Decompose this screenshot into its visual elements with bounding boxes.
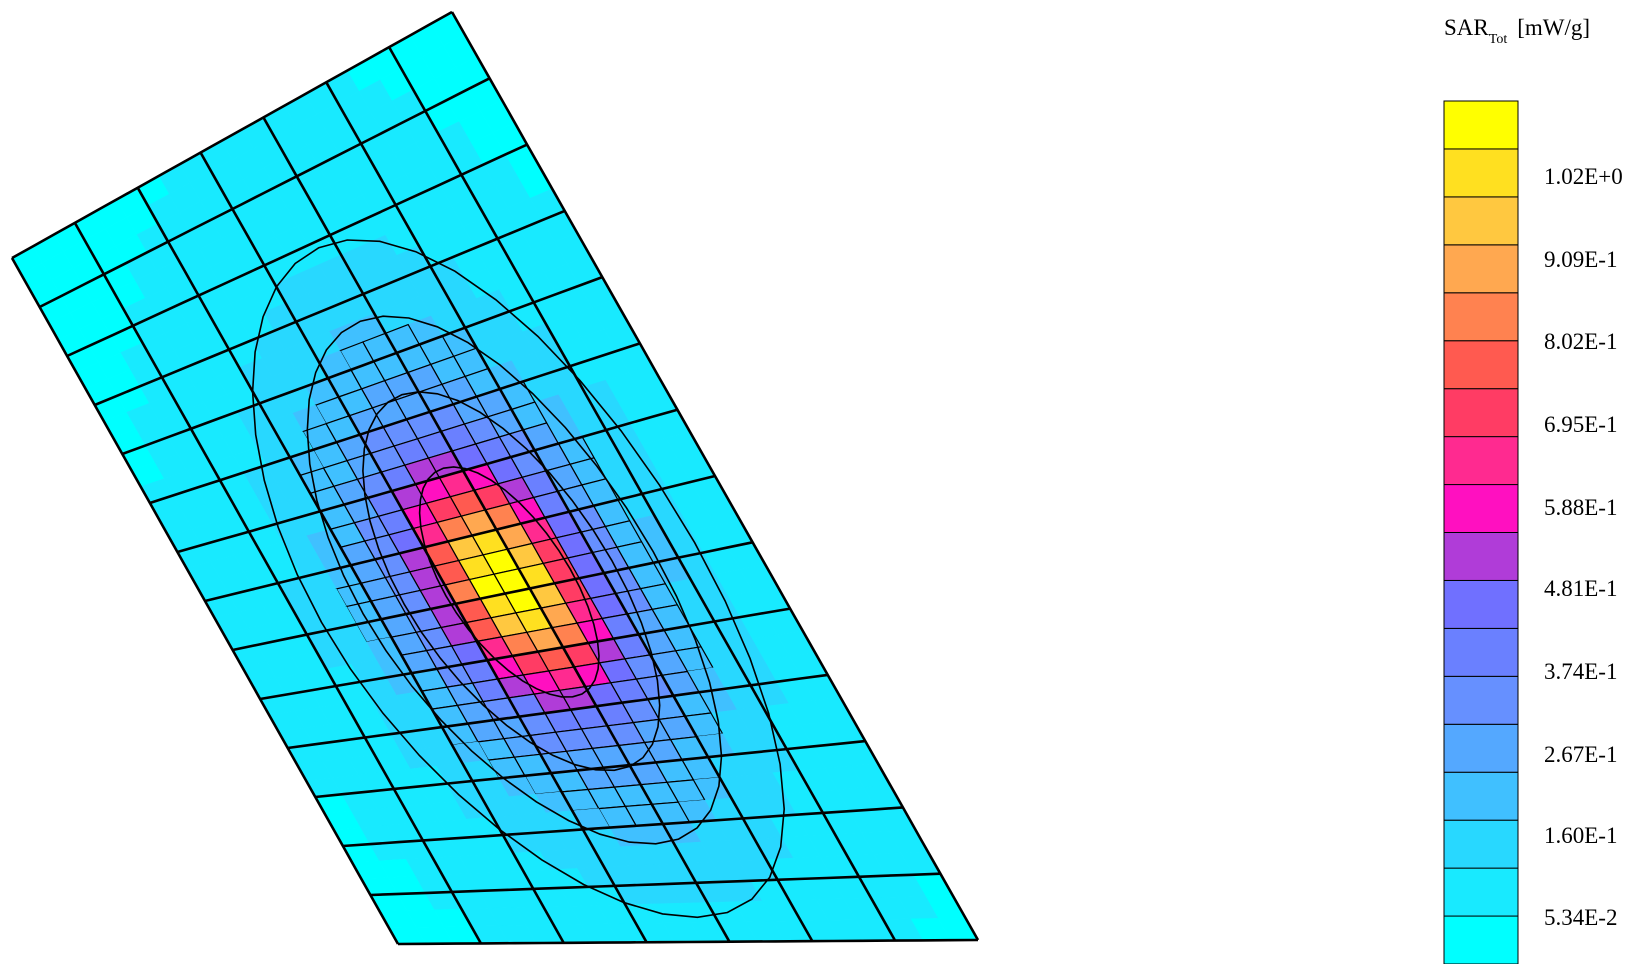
- colorbar: SARTot [mW/g] 1.02E+0 9.09E-1 8.02E-1 6.95E-…: [1443, 15, 1623, 964]
- colorbar-swatch: [1443, 532, 1519, 581]
- colorbar-swatch: [1443, 292, 1519, 342]
- mesh-grid-line: [370, 872, 941, 897]
- colorbar-swatches: [1443, 100, 1519, 964]
- colorbar-label: 8.02E-1: [1544, 329, 1617, 354]
- contour-line: [251, 239, 786, 919]
- colorbar-label: 6.95E-1: [1544, 412, 1617, 437]
- colorbar-swatch: [1443, 244, 1519, 294]
- mesh-grid-line: [149, 342, 641, 505]
- mesh-grid-line: [342, 806, 903, 848]
- colorbar-swatch: [1443, 436, 1519, 486]
- colorbar-label: 2.67E-1: [1544, 742, 1617, 767]
- mesh-grid-line: [136, 187, 565, 944]
- mesh-grid-line: [73, 222, 483, 945]
- contour-line: [306, 315, 723, 845]
- colorbar-swatch: [1443, 100, 1519, 150]
- colorbar-swatch: [1443, 819, 1519, 869]
- colorbar-labels: 1.02E+0 9.09E-1 8.02E-1 6.95E-1 5.88E-1 4.81E…: [1544, 164, 1623, 930]
- colorbar-label: 9.09E-1: [1544, 247, 1617, 272]
- mesh-grid-line: [199, 151, 648, 943]
- colorbar-swatch: [1443, 675, 1519, 725]
- colorbar-swatch: [1443, 915, 1519, 964]
- colorbar-label: 3.74E-1: [1544, 659, 1617, 684]
- contour-line: [418, 466, 600, 698]
- mesh-grid-line: [259, 607, 791, 701]
- sar-surface-mesh: [10, 10, 980, 946]
- contour-line: [362, 390, 661, 772]
- mesh-grid-line: [11, 10, 453, 260]
- mesh-grid-line: [450, 11, 980, 941]
- colorbar-swatch: [1443, 771, 1519, 821]
- colorbar-label: 5.34E-2: [1544, 905, 1617, 930]
- mesh-grid-line: [204, 474, 716, 603]
- colorbar-swatch: [1443, 340, 1519, 390]
- mesh-grid-line: [94, 209, 566, 407]
- colorbar-label: 5.88E-1: [1544, 495, 1617, 520]
- colorbar-swatch: [1443, 388, 1519, 438]
- mesh-grid-line: [232, 541, 753, 652]
- colorbar-swatch: [1443, 484, 1519, 533]
- colorbar-swatch: [1443, 196, 1519, 246]
- colorbar-swatch: [1443, 579, 1519, 629]
- colorbar-label: 1.60E-1: [1544, 823, 1617, 848]
- mesh-grid-line: [262, 116, 731, 943]
- colorbar-swatch: [1443, 148, 1519, 198]
- colorbar-swatch: [1443, 867, 1519, 917]
- mesh-grid-line: [397, 938, 979, 946]
- mesh-grid-line: [39, 77, 491, 309]
- mesh-grid-line: [287, 673, 828, 750]
- colorbar-title: SARTot [mW/g]: [1444, 15, 1590, 47]
- mesh-grid-line: [10, 257, 400, 945]
- colorbar-label: 1.02E+0: [1544, 164, 1623, 189]
- colorbar-swatch: [1443, 723, 1519, 773]
- mesh-grid-line: [387, 46, 897, 942]
- mesh-grid-line: [325, 81, 814, 942]
- colorbar-label: 4.81E-1: [1544, 576, 1617, 601]
- colorbar-swatch: [1443, 627, 1519, 677]
- mesh-grid-line: [66, 143, 528, 358]
- mesh-grid-line: [121, 275, 603, 456]
